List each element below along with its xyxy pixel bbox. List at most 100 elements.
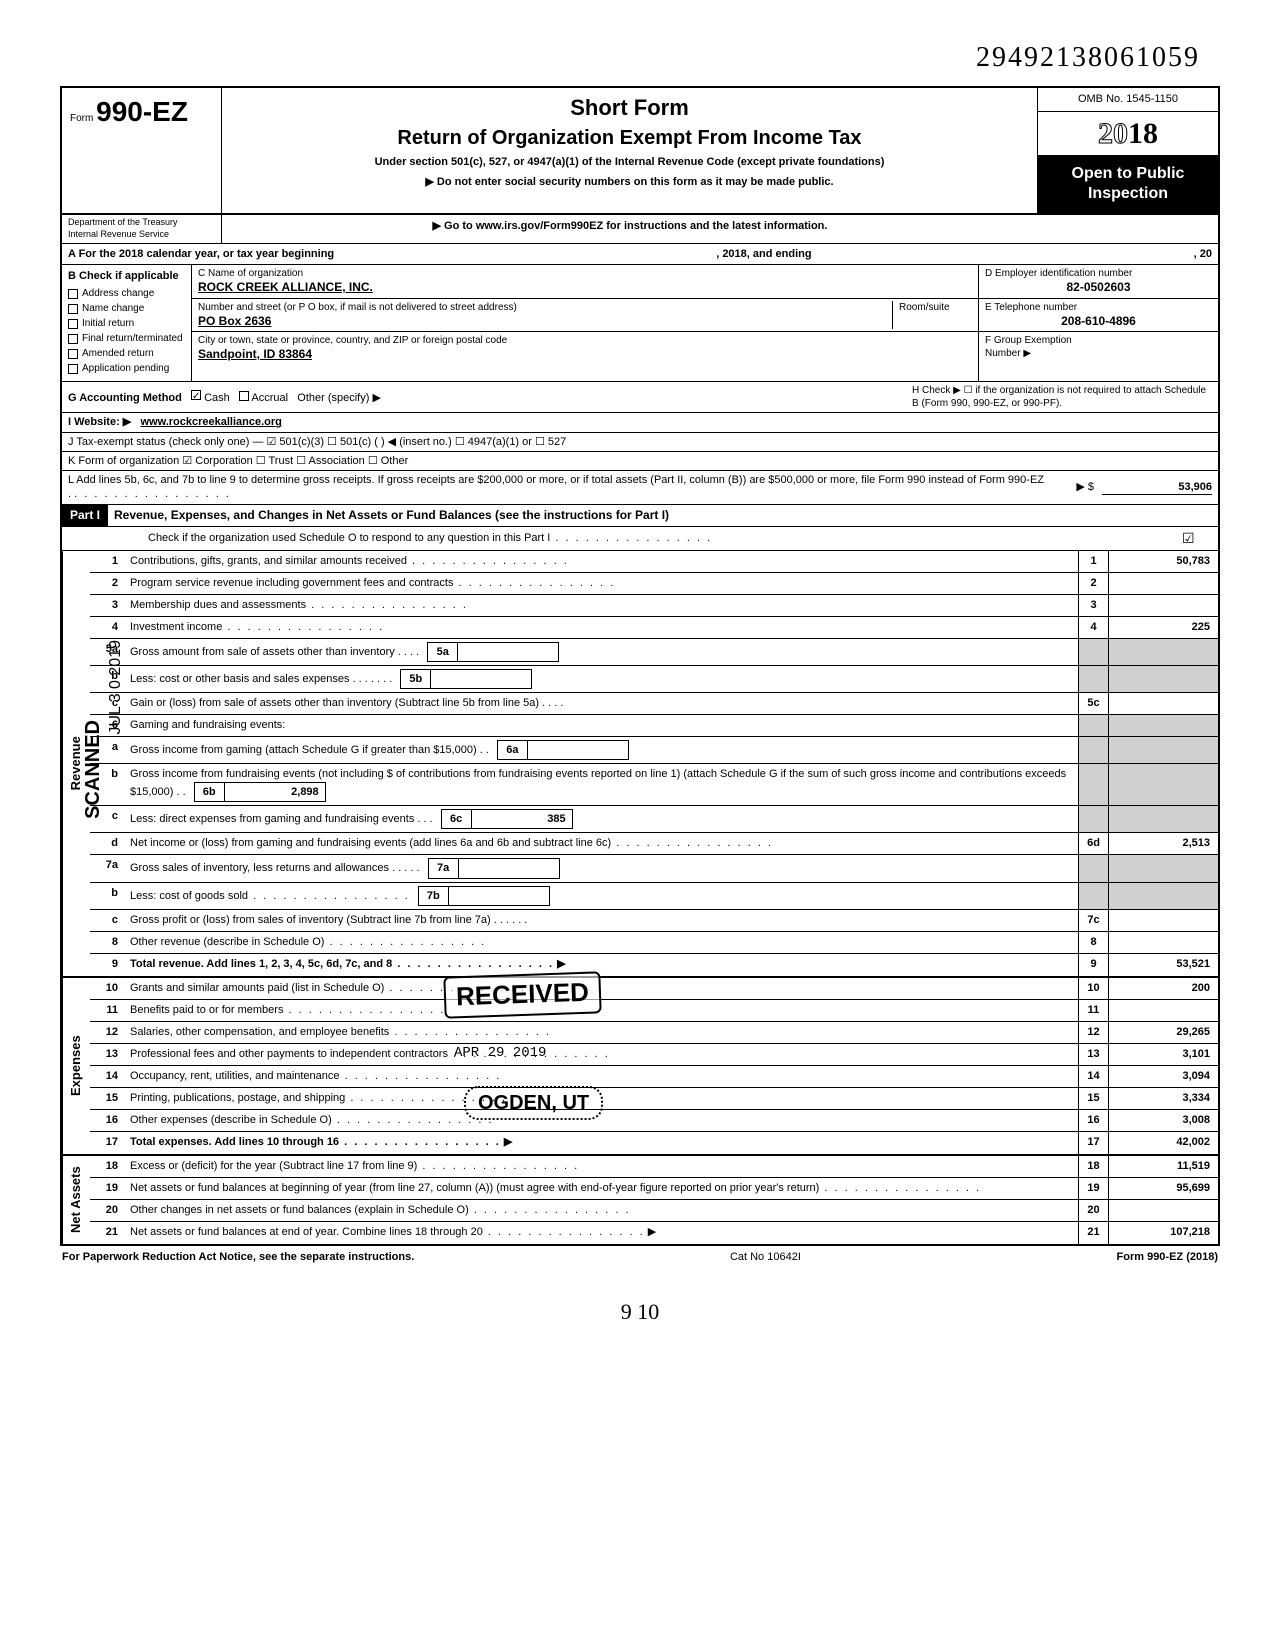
l5a-desc: Gross amount from sale of assets other t…: [130, 646, 395, 658]
row-a-left: A For the 2018 calendar year, or tax yea…: [68, 247, 334, 261]
l14-amt: 3,094: [1108, 1066, 1218, 1087]
check-name-label: Name change: [82, 302, 144, 315]
l21-desc: Net assets or fund balances at end of ye…: [130, 1226, 483, 1238]
l5c-amt: [1108, 693, 1218, 714]
entity-block: B Check if applicable Address change Nam…: [60, 265, 1220, 382]
l4-box: 4: [1078, 617, 1108, 638]
dept-row: Department of the Treasury Internal Reve…: [60, 215, 1220, 243]
line-l-value: 53,906: [1102, 480, 1212, 495]
accrual-checkbox[interactable]: [239, 391, 249, 401]
l1-box: 1: [1078, 551, 1108, 572]
l15-amt: 3,334: [1108, 1088, 1218, 1109]
line-j-text: J Tax-exempt status (check only one) — ☑…: [68, 435, 1212, 449]
check-address[interactable]: Address change: [68, 287, 185, 300]
l7c-box: 7c: [1078, 910, 1108, 931]
line-k-text: K Form of organization ☑ Corporation ☐ T…: [68, 454, 1212, 468]
dept-treasury: Department of the Treasury Internal Reve…: [62, 215, 222, 242]
l8-num: 8: [90, 932, 124, 953]
expenses-lines: 10Grants and similar amounts paid (list …: [90, 978, 1218, 1154]
check-pending-label: Application pending: [82, 362, 169, 375]
netassets-section: Net Assets 18Excess or (deficit) for the…: [60, 1156, 1220, 1246]
footer-left: For Paperwork Reduction Act Notice, see …: [62, 1250, 414, 1264]
l6a-ib: 6a: [498, 741, 528, 759]
tel-label: E Telephone number: [985, 301, 1212, 314]
l16-desc: Other expenses (describe in Schedule O): [130, 1114, 332, 1126]
part1-checkbox[interactable]: ☑: [1182, 529, 1212, 547]
l20-amt: [1108, 1200, 1218, 1221]
l7c-num: c: [90, 910, 124, 931]
ein-label: D Employer identification number: [985, 267, 1212, 280]
l11-num: 11: [90, 1000, 124, 1021]
l7c-amt: [1108, 910, 1218, 931]
part1-row: Part I Revenue, Expenses, and Changes in…: [60, 505, 1220, 528]
l1-desc: Contributions, gifts, grants, and simila…: [130, 555, 407, 567]
l9-amt: 53,521: [1108, 954, 1218, 976]
expenses-side-label: Expenses: [62, 978, 90, 1154]
l16-box: 16: [1078, 1110, 1108, 1131]
cash-checkbox[interactable]: [191, 390, 201, 400]
l11-amt: [1108, 1000, 1218, 1021]
l12-box: 12: [1078, 1022, 1108, 1043]
row-a: A For the 2018 calendar year, or tax yea…: [60, 244, 1220, 265]
return-title: Return of Organization Exempt From Incom…: [230, 125, 1029, 151]
check-pending[interactable]: Application pending: [68, 362, 185, 375]
part1-check-row: Check if the organization used Schedule …: [60, 527, 1220, 550]
l12-amt: 29,265: [1108, 1022, 1218, 1043]
line-j: J Tax-exempt status (check only one) — ☑…: [60, 433, 1220, 452]
line-k: K Form of organization ☑ Corporation ☐ T…: [60, 452, 1220, 471]
dln-number: 29492138061059: [60, 40, 1220, 76]
l6d-box: 6d: [1078, 833, 1108, 854]
l10-num: 10: [90, 978, 124, 999]
l7a-desc: Gross sales of inventory, less returns a…: [130, 862, 389, 874]
l15-num: 15: [90, 1088, 124, 1109]
check-amended-label: Amended return: [82, 347, 154, 360]
l21-box: 21: [1078, 1222, 1108, 1244]
l7a-ibval: [459, 859, 559, 877]
l5a-ib: 5a: [428, 643, 458, 661]
check-name[interactable]: Name change: [68, 302, 185, 315]
l4-desc: Investment income: [130, 621, 222, 633]
l6c-ibval: 385: [472, 810, 572, 828]
l17-arrow: ▶: [504, 1136, 512, 1148]
l6b-shade-box: [1078, 764, 1108, 805]
l13-num: 13: [90, 1044, 124, 1065]
dept-right-spacer: [1038, 215, 1218, 242]
ein-value: 82-0502603: [985, 280, 1212, 296]
l2-box: 2: [1078, 573, 1108, 594]
part1-label: Part I: [62, 505, 108, 527]
l9-desc: Total revenue. Add lines 1, 2, 3, 4, 5c,…: [130, 958, 392, 970]
l9-num: 9: [90, 954, 124, 976]
l6b-ibval: 2,898: [225, 783, 325, 801]
l6c-shade-box: [1078, 806, 1108, 832]
l6c-shade-amt: [1108, 806, 1218, 832]
l12-num: 12: [90, 1022, 124, 1043]
short-form-label: Short Form: [230, 94, 1029, 123]
check-column: B Check if applicable Address change Nam…: [62, 265, 192, 381]
addr-label: Number and street (or P O box, if mail i…: [198, 301, 892, 314]
check-amended[interactable]: Amended return: [68, 347, 185, 360]
l19-desc: Net assets or fund balances at beginning…: [130, 1182, 819, 1194]
l3-desc: Membership dues and assessments: [130, 599, 306, 611]
form-title-cell: Short Form Return of Organization Exempt…: [222, 88, 1038, 213]
l5a-ibval: [458, 643, 558, 661]
part1-check-text: Check if the organization used Schedule …: [148, 532, 550, 544]
form-number: 990-EZ: [96, 96, 188, 127]
l10-amt: 200: [1108, 978, 1218, 999]
check-final[interactable]: Final return/terminated: [68, 332, 185, 345]
line-i: I Website: ▶ www.rockcreekalliance.org: [60, 413, 1220, 432]
check-b-header: B Check if applicable: [68, 269, 185, 283]
l8-desc: Other revenue (describe in Schedule O): [130, 936, 324, 948]
l17-box: 17: [1078, 1132, 1108, 1154]
check-initial[interactable]: Initial return: [68, 317, 185, 330]
org-name-value: ROCK CREEK ALLIANCE, INC.: [198, 280, 972, 296]
room-suite: Room/suite: [892, 301, 972, 330]
tax-year: 20201818: [1038, 112, 1218, 156]
footer-right: Form 990-EZ (2018): [1117, 1250, 1218, 1264]
l7a-num: 7a: [90, 855, 124, 881]
website-value: www.rockcreekalliance.org: [140, 416, 281, 428]
right-header: OMB No. 1545-1150 20201818 Open to Publi…: [1038, 88, 1218, 213]
other-label: Other (specify) ▶: [297, 392, 381, 404]
line-h: H Check ▶ ☐ if the organization is not r…: [912, 384, 1212, 410]
right-column: D Employer identification number 82-0502…: [978, 265, 1218, 381]
l7c-desc: Gross profit or (loss) from sales of inv…: [130, 914, 491, 926]
